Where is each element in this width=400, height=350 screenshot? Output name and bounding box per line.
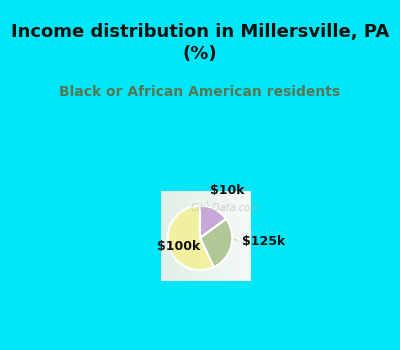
Text: City-Data.com: City-Data.com [190,203,260,212]
Text: $100k: $100k [157,240,200,253]
Text: $10k: $10k [210,184,244,197]
Wedge shape [200,219,232,267]
Wedge shape [168,206,214,270]
Wedge shape [200,206,226,238]
Text: $125k: $125k [242,235,285,248]
Text: Income distribution in Millersville, PA
(%): Income distribution in Millersville, PA … [11,23,389,63]
Text: Black or African American residents: Black or African American residents [60,85,340,99]
